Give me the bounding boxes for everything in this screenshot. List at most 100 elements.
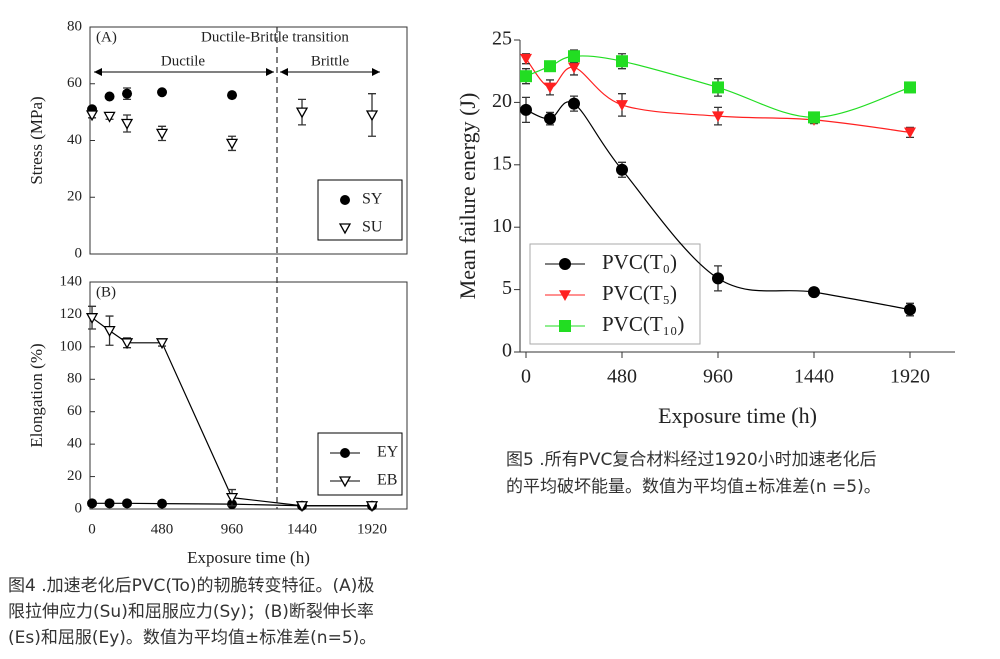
data-point: [104, 91, 115, 102]
data-point: [157, 87, 168, 98]
annotation: Ductile-Brittle transition: [201, 29, 349, 45]
data-point: [904, 81, 916, 94]
data-point: [544, 60, 556, 73]
region-label: Brittle: [311, 53, 350, 69]
y-tick-label: 10: [492, 215, 512, 237]
y-tick-label: 20: [492, 90, 512, 112]
x-tick-label: 480: [151, 521, 174, 537]
data-point: [568, 97, 580, 110]
legend-marker: [340, 195, 350, 205]
data-point: [155, 128, 169, 140]
x-tick-label: 0: [88, 521, 96, 537]
legend-label: EB: [377, 472, 397, 489]
data-point: [808, 286, 820, 299]
y-tick-label: 25: [492, 28, 512, 50]
data-point: [155, 338, 169, 350]
legend-label: PVC(T₀): [602, 250, 677, 274]
x-axis-label: Exposure time (h): [658, 403, 817, 428]
y-axis-label: Mean failure energy (J): [455, 93, 480, 300]
data-point: [544, 112, 556, 125]
x-tick-label: 960: [703, 366, 733, 388]
y-tick-label: 20: [67, 468, 82, 484]
x-tick-label: 1440: [287, 521, 317, 537]
data-point: [616, 100, 628, 111]
y-axis-label: Stress (MPa): [27, 96, 46, 184]
data-point: [568, 50, 580, 63]
y-tick-label: 15: [492, 152, 512, 174]
x-tick-label: 1920: [890, 366, 930, 388]
data-point: [225, 138, 239, 150]
caption: 图5 .所有PVC复合材料经过1920小时加速老化后: [506, 450, 877, 470]
legend-label: SY: [362, 191, 383, 208]
x-tick-label: 1440: [794, 366, 834, 388]
y-tick-label: 60: [67, 403, 82, 419]
data-point: [520, 53, 532, 65]
data-point: [544, 82, 556, 94]
data-point: [120, 118, 134, 130]
y-axis-label: Elongation (%): [27, 343, 46, 447]
axis: [89, 281, 408, 510]
data-point: [808, 111, 820, 124]
data-point: [295, 501, 309, 513]
legend-marker: [338, 476, 352, 488]
region-label: Ductile: [161, 53, 205, 69]
x-tick-label: 0: [521, 366, 531, 388]
x-axis-label: Exposure time (h): [187, 548, 310, 567]
data-point: [85, 313, 99, 325]
legend-label: SU: [362, 219, 383, 236]
data-point: [103, 111, 116, 123]
data-point: [712, 272, 724, 285]
y-tick-label: 60: [67, 75, 82, 91]
data-point: [520, 103, 532, 116]
y-tick-label: 120: [60, 306, 83, 322]
caption: 图4 .加速老化后PVC(To)的韧脆转变特征。(A)极: [8, 576, 374, 596]
data-point: [87, 498, 98, 509]
legend-box: [529, 243, 701, 345]
legend-marker: [559, 258, 571, 270]
legend-label: PVC(T₁₀): [602, 312, 684, 336]
data-point: [520, 70, 532, 83]
y-tick-label: 140: [60, 273, 83, 289]
data-point: [904, 127, 916, 139]
axis: [89, 26, 408, 255]
y-tick-label: 100: [60, 338, 83, 354]
x-tick-label: 960: [221, 521, 244, 537]
x-tick-label: 480: [607, 366, 637, 388]
caption: 的平均破坏能量。数值为平均值±标准差(n =5)。: [506, 477, 881, 497]
data-point: [122, 498, 133, 509]
y-tick-label: 5: [502, 277, 512, 299]
panel-label: (B): [96, 284, 116, 300]
data-point: [122, 88, 133, 99]
legend-marker: [338, 223, 352, 235]
legend-label: PVC(T₅): [602, 281, 677, 305]
legend-label: EY: [377, 444, 399, 461]
y-tick-label: 0: [502, 340, 512, 362]
data-point: [227, 90, 238, 101]
legend-box: [317, 179, 403, 241]
data-point: [225, 493, 239, 504]
data-point: [365, 501, 379, 513]
data-point: [616, 55, 628, 68]
data-point: [104, 498, 115, 509]
y-tick-label: 0: [75, 500, 83, 516]
legend-marker: [559, 320, 571, 332]
legend-marker: [340, 448, 350, 458]
data-point: [616, 163, 628, 176]
x-tick-label: 1920: [357, 521, 387, 537]
data-point: [568, 62, 580, 74]
data-point: [904, 303, 916, 316]
y-tick-label: 20: [67, 189, 82, 205]
data-point: [712, 81, 724, 94]
y-tick-label: 80: [67, 18, 82, 34]
legend-marker: [559, 290, 571, 301]
data-point: [103, 325, 116, 337]
caption: 限拉伸应力(Su)和屈服应力(Sy)；(B)断裂伸长率: [8, 602, 374, 622]
data-point: [295, 107, 309, 119]
legend-box: [317, 432, 403, 496]
data-point: [712, 111, 724, 123]
data-point: [157, 498, 168, 509]
panel-label: (A): [96, 29, 117, 45]
caption: (Es)和屈服(Ey)。数值为平均值±标准差(n=5)。: [8, 628, 376, 648]
